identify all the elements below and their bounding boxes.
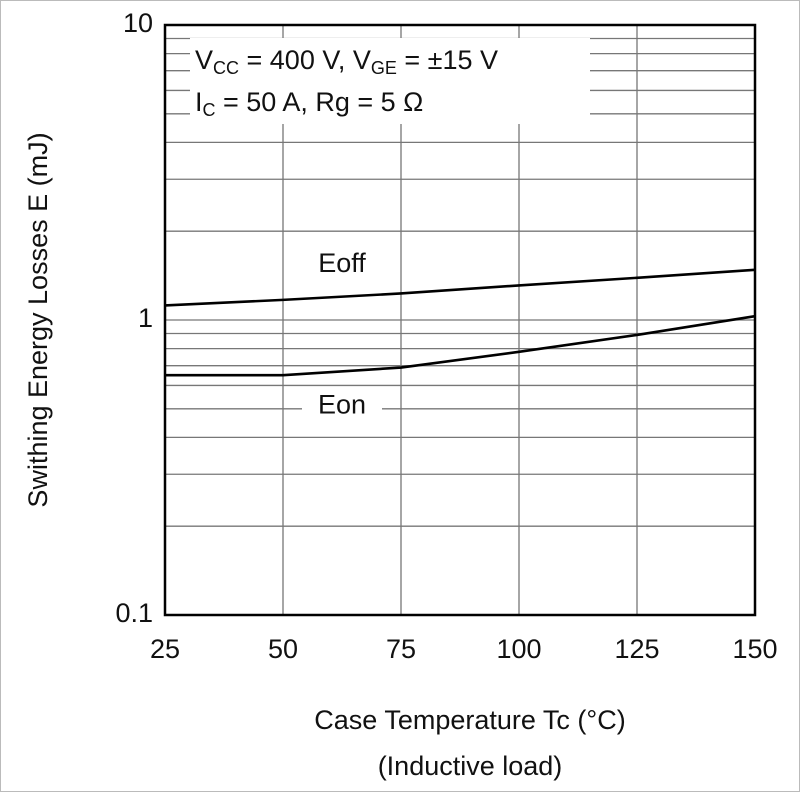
x-axis-label: Case Temperature Tc (°C): [314, 705, 625, 735]
annotation-text: = 400 V, V: [239, 45, 371, 75]
x-tick-label: 25: [150, 634, 180, 664]
series-label-background: [302, 388, 382, 423]
x-tick-label: 50: [268, 634, 298, 664]
line-series: [164, 268, 756, 307]
annotation-subscript: C: [203, 100, 216, 120]
y-axis-label: Swithing Energy Losses E (mJ): [23, 132, 53, 507]
x-tick-label: 150: [732, 634, 777, 664]
annotation: IC = 50 A, Rg = 5 Ω: [195, 87, 423, 120]
annotation-subscript: CC: [213, 58, 239, 78]
annotation-text: = ±15 V: [397, 45, 498, 75]
y-tick-label: 0.1: [115, 598, 153, 628]
x-tick-label: 75: [386, 634, 416, 664]
plot-frame: [163, 23, 757, 617]
annotation-subscript: GE: [371, 58, 397, 78]
series-label-background: [302, 246, 382, 281]
x-tick-label: 100: [496, 634, 541, 664]
series-label: Eon: [318, 389, 366, 419]
annotation-background: [190, 38, 590, 124]
series-label: Eoff: [318, 248, 366, 278]
annotation-text: = 50 A, Rg = 5 Ω: [216, 87, 424, 117]
annotation-text: I: [195, 87, 203, 117]
line-series: [165, 314, 756, 377]
x-tick-label: 125: [614, 634, 659, 664]
x-axis-label-note: (Inductive load): [378, 751, 563, 781]
annotation-text: V: [195, 45, 213, 75]
y-tick-label: 10: [123, 8, 153, 38]
y-tick-label: 1: [138, 303, 153, 333]
annotation: VCC = 400 V, VGE = ±15 V: [195, 45, 498, 78]
